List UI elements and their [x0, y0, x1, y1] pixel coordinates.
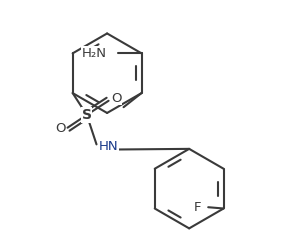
- Text: F: F: [194, 201, 201, 214]
- Text: O: O: [111, 92, 122, 105]
- Text: HN: HN: [99, 140, 118, 153]
- Text: H₂N: H₂N: [82, 47, 107, 60]
- Text: S: S: [82, 108, 92, 122]
- Text: O: O: [55, 123, 65, 135]
